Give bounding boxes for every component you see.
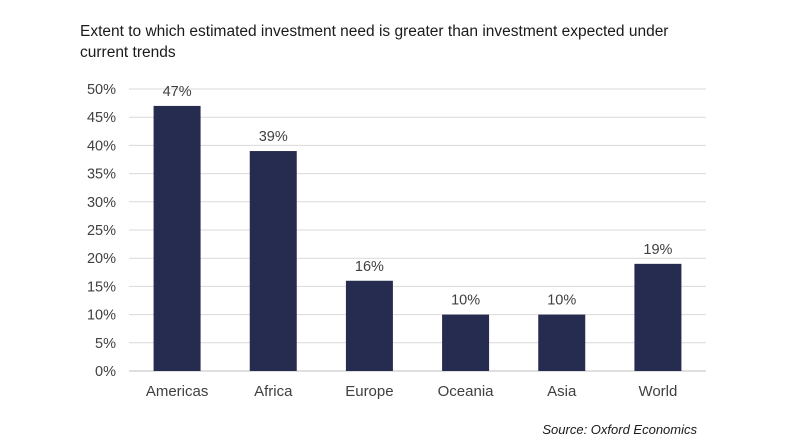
x-tick-label: Americas — [146, 383, 209, 400]
source-note: Source: Oxford Economics — [542, 422, 697, 437]
y-tick-label: 45% — [87, 110, 116, 126]
y-tick-label: 30% — [87, 195, 116, 211]
chart-title: Extent to which estimated investment nee… — [80, 23, 669, 61]
y-tick-label: 5% — [95, 336, 116, 352]
data-label: 10% — [547, 293, 576, 309]
data-label: 39% — [259, 129, 288, 145]
y-tick-label: 10% — [87, 308, 116, 324]
data-label: 16% — [355, 259, 384, 275]
y-tick-label: 35% — [87, 167, 116, 183]
x-tick-label: World — [638, 383, 677, 400]
y-tick-label: 20% — [87, 251, 116, 267]
y-tick-label: 25% — [87, 223, 116, 239]
bar — [345, 280, 393, 371]
bar — [538, 314, 586, 371]
x-tick-label: Asia — [547, 383, 577, 400]
x-tick-label: Africa — [254, 383, 293, 400]
data-label: 10% — [451, 293, 480, 309]
y-tick-label: 40% — [87, 138, 116, 154]
y-tick-label: 50% — [87, 82, 116, 98]
y-tick-label: 0% — [95, 364, 116, 380]
y-tick-label: 15% — [87, 279, 116, 295]
bar — [442, 314, 490, 371]
data-label: 47% — [163, 84, 192, 100]
bar — [249, 151, 297, 371]
x-tick-label: Europe — [345, 383, 393, 400]
x-tick-label: Oceania — [438, 383, 495, 400]
bar — [153, 105, 201, 372]
data-label: 19% — [643, 242, 672, 258]
bar — [634, 263, 682, 371]
